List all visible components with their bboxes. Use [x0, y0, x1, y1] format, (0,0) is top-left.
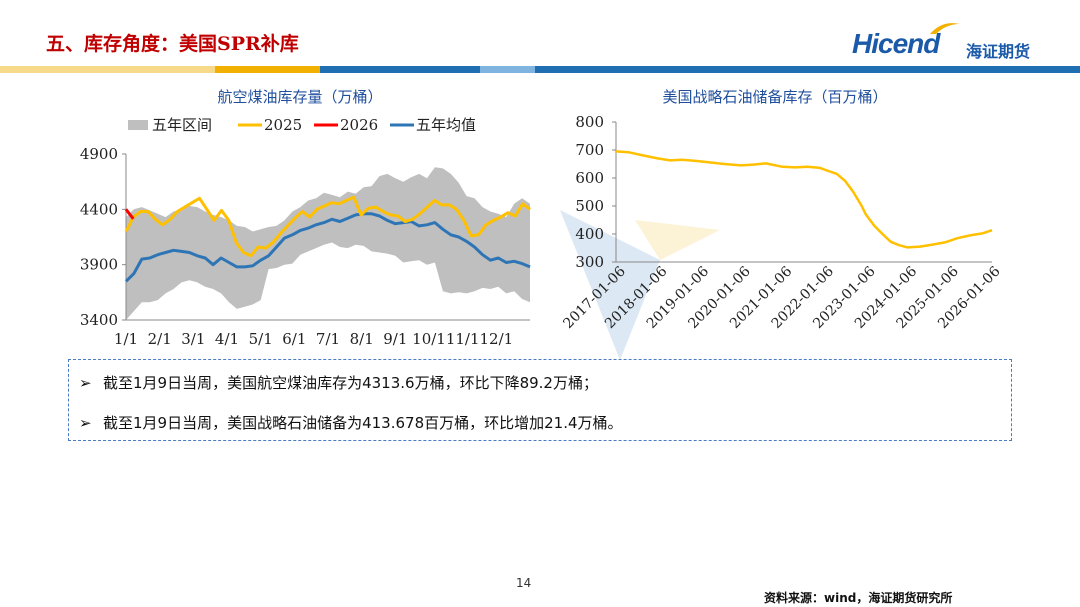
bullet-arrow-icon: ➢: [79, 374, 92, 392]
chart1-legend: 五年区间 2025 2026 五年均值: [128, 116, 476, 134]
header-stripe: [0, 66, 1080, 73]
chart1-x-tick: 12/1: [479, 330, 513, 348]
legend-label-2026: 2026: [340, 116, 378, 134]
chart1-x-tick: 4/1: [215, 330, 239, 348]
chart2-y-tick: 800: [575, 113, 604, 131]
chart1-y-tick: 3900: [80, 256, 118, 274]
page-title: 五、库存角度：美国SPR补库: [46, 33, 299, 55]
page-number: 14: [516, 576, 532, 590]
source-note: 资料来源：wind，海证期货研究所: [764, 591, 953, 605]
series-2026-line: [124, 208, 135, 220]
notes-box: ➢ 截至1月9日当周，美国航空煤油库存为4313.6万桶，环比下降89.2万桶； …: [68, 359, 1012, 441]
spr-inventory-line: [615, 150, 993, 249]
note-jet-fuel: ➢ 截至1月9日当周，美国航空煤油库存为4313.6万桶，环比下降89.2万桶；: [79, 372, 598, 393]
chart1-x-tick: 2/1: [148, 330, 172, 348]
chart1-x-tick: 6/1: [282, 330, 306, 348]
chart1-title: 航空煤油库存量（万桶）: [217, 88, 383, 106]
five-year-average-line: [124, 212, 531, 283]
logo-chinese-name: 海证期货: [966, 42, 1031, 61]
legend-label-range: 五年区间: [152, 116, 212, 134]
note-text: 截至1月9日当周，美国航空煤油库存为4313.6万桶，环比下降89.2万桶；: [103, 374, 598, 392]
legend-label-avg: 五年均值: [416, 116, 476, 134]
logo-wordmark: Hicend: [852, 28, 940, 59]
chart2-y-tick: 500: [575, 197, 604, 215]
bullet-arrow-icon: ➢: [79, 414, 92, 432]
note-text: 截至1月9日当周，美国战略石油储备为413.678百万桶，环比增加21.4万桶。: [103, 414, 623, 432]
chart2-y-tick: 600: [575, 169, 604, 187]
logo-swoosh-icon: [930, 23, 960, 34]
chart2-y-tick: 400: [575, 225, 604, 243]
chart1-x-tick: 10/1: [412, 330, 446, 348]
chart1-x-tick: 1/1: [114, 330, 138, 348]
note-spr: ➢ 截至1月9日当周，美国战略石油储备为413.678百万桶，环比增加21.4万桶…: [79, 412, 623, 433]
chart1-y-tick: 4400: [80, 200, 118, 218]
legend-label-2025: 2025: [264, 116, 302, 134]
chart1-x-tick: 3/1: [181, 330, 205, 348]
chart1-x-tick: 5/1: [249, 330, 273, 348]
chart1-x-tick: 7/1: [316, 330, 340, 348]
jet-fuel-inventory-chart: 五年区间 2025 2026 五年均值 3400 3900 4400 4900 1/1 2/1 3/…: [80, 116, 531, 348]
chart1-x-tick: 9/1: [383, 330, 407, 348]
chart1-x-tick: 8/1: [350, 330, 374, 348]
chart2-y-tick: 300: [575, 253, 604, 271]
series-2025-line: [124, 195, 531, 258]
legend-swatch-range: [128, 120, 148, 130]
chart1-y-tick: 3400: [80, 311, 118, 329]
spr-inventory-chart: 3004005006007008002017-01-062018-01-0620…: [560, 113, 1003, 332]
chart1-x-tick: 11/1: [446, 330, 480, 348]
chart2-y-tick: 700: [575, 141, 604, 159]
brand-logo: Hicend 海证期货: [852, 23, 1052, 66]
chart1-y-tick: 4900: [80, 145, 118, 163]
chart2-title: 美国战略石油储备库存（百万桶）: [662, 88, 888, 106]
